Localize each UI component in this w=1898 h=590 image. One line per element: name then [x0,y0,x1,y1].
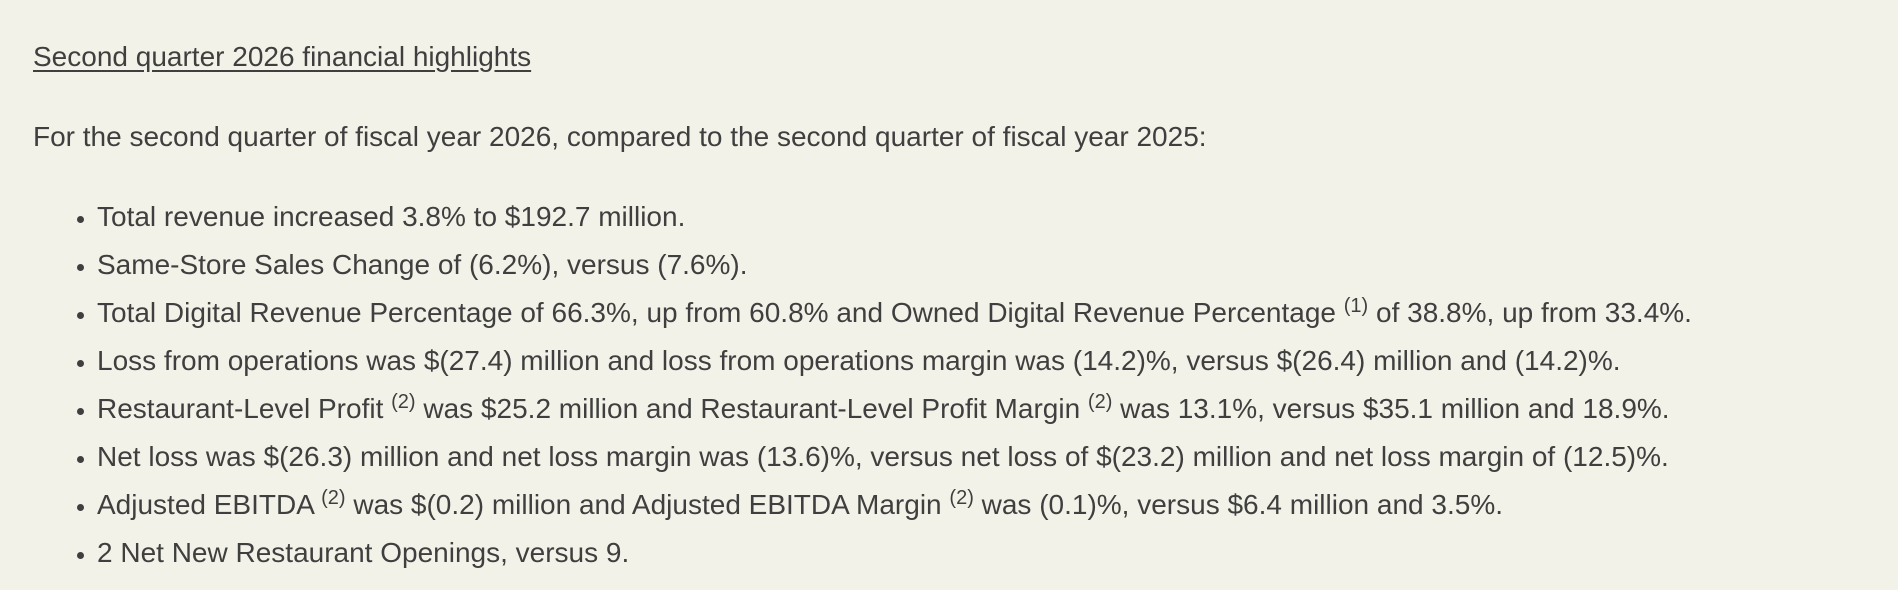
bullet-text: Same-Store Sales Change of (6.2%), versu… [97,249,748,280]
bullet-text: Adjusted EBITDA [97,489,322,520]
bullet-text: was $25.2 million and Restaurant-Level P… [415,393,1088,424]
bullet-item: Net loss was $(26.3) million and net los… [97,433,1898,481]
bullet-text: Total revenue increased 3.8% to $192.7 m… [97,201,686,232]
bullet-text: of 38.8%, up from 33.4%. [1368,297,1692,328]
bullet-item: Total revenue increased 3.8% to $192.7 m… [97,193,1898,241]
bullet-item: Adjusted EBITDA (2) was $(0.2) million a… [97,481,1898,529]
bullet-text: was 13.1%, versus $35.1 million and 18.9… [1112,393,1670,424]
document: Second quarter 2026 financial highlights… [0,0,1898,577]
bullet-item: Same-Store Sales Change of (6.2%), versu… [97,241,1898,289]
heading: Second quarter 2026 financial highlights [33,41,532,72]
bullet-text: Net loss was $(26.3) million and net los… [97,441,1669,472]
bullet-item: 2 Net New Restaurant Openings, versus 9. [97,529,1898,577]
footnote-ref: (2) [391,391,416,413]
footnote-ref: (2) [949,487,974,509]
bullet-item: Total Digital Revenue Percentage of 66.3… [97,289,1898,337]
bullet-text: 2 Net New Restaurant Openings, versus 9. [97,537,630,568]
footnote-ref: (2) [321,487,346,509]
intro: For the second quarter of fiscal year 20… [33,121,1207,152]
bullet-text: Loss from operations was $(27.4) million… [97,345,1621,376]
bullet-text: was $(0.2) million and Adjusted EBITDA M… [345,489,950,520]
footnote-ref: (2) [1087,391,1113,413]
footnote-ref: (1) [1343,295,1369,317]
bullet-list: Total revenue increased 3.8% to $192.7 m… [33,193,1898,577]
bullet-text: Total Digital Revenue Percentage of 66.3… [97,297,1344,328]
bullet-text: was (0.1)%, versus $6.4 million and 3.5%… [973,489,1503,520]
bullet-text: Restaurant-Level Profit [97,393,392,424]
bullet-item: Restaurant-Level Profit (2) was $25.2 mi… [97,385,1898,433]
bullet-item: Loss from operations was $(27.4) million… [97,337,1898,385]
